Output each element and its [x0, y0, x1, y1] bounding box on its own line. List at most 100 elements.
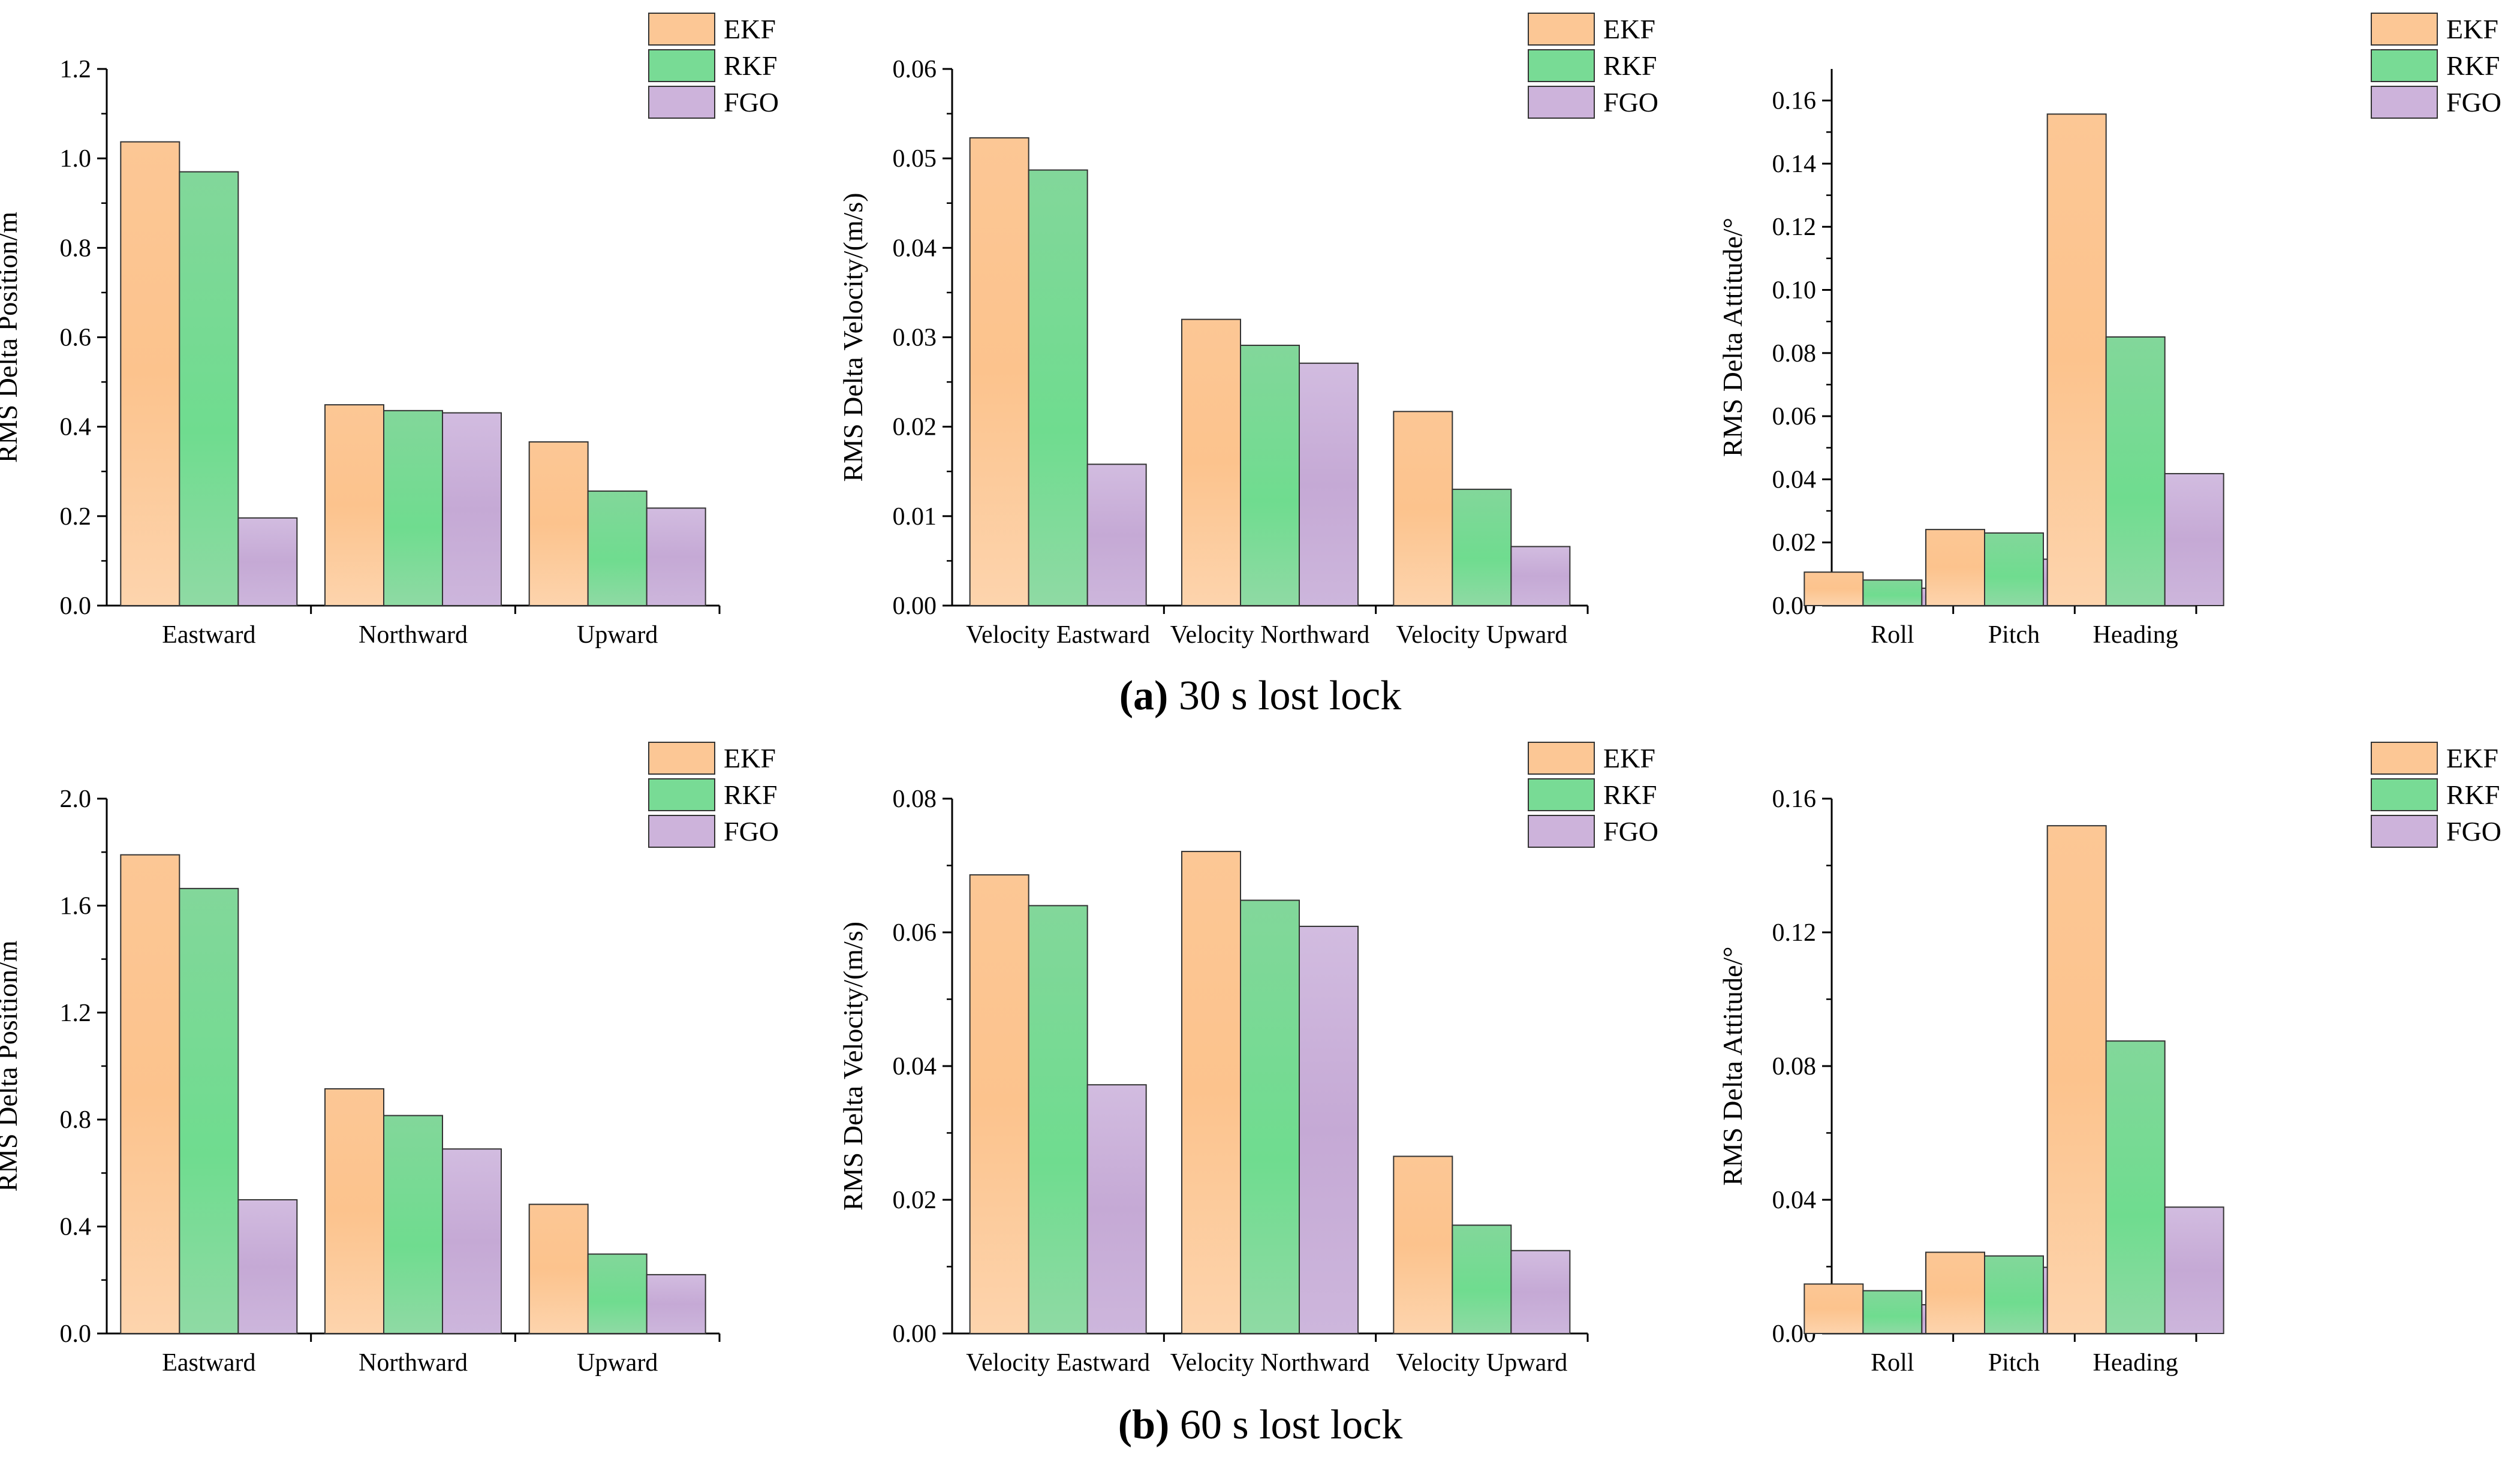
legend-label-rkf: RKF — [1603, 50, 1657, 81]
y-tick-label: 0.08 — [1772, 1053, 1817, 1080]
bar-rkf-upward — [587, 1253, 648, 1335]
legend-swatch-rkf — [1528, 778, 1595, 811]
legend-swatch-fgo — [2371, 815, 2438, 848]
y-tick-label: 0.8 — [60, 234, 92, 262]
legend-swatch-rkf — [1528, 49, 1595, 82]
bar-rkf-pitch — [1984, 1255, 2044, 1334]
legend-label-ekf: EKF — [724, 743, 776, 773]
y-tick-label: 0.08 — [1772, 340, 1817, 368]
caption-a: (a) 30 s lost lock — [1119, 673, 1402, 719]
y-tick-label: 2.0 — [60, 785, 92, 813]
legend: EKF RKF FGO — [2371, 742, 2501, 848]
bar-ekf-northward — [324, 404, 384, 607]
legend-swatch-rkf — [648, 778, 715, 811]
bar-ekf-upward — [528, 1203, 589, 1335]
bar-ekf-eastward — [120, 141, 180, 606]
y-tick-label: 0.0 — [60, 1320, 92, 1348]
legend: EKF RKF FGO — [1528, 13, 1658, 119]
y-tick-label: 0.6 — [60, 324, 92, 352]
legend-label-ekf: EKF — [2446, 14, 2498, 44]
y-tick-label: 0.00 — [893, 1320, 937, 1348]
y-axis-title: RMS Delta Position/m — [0, 940, 23, 1191]
bar-fgo-eastward — [237, 517, 298, 606]
x-tick-label: Northward — [359, 621, 468, 649]
y-tick-label: 0.04 — [1772, 1187, 1817, 1214]
bar-rkf-velocity-northward — [1240, 344, 1300, 606]
bar-rkf-upward — [587, 490, 648, 606]
y-tick-label: 0.02 — [1772, 529, 1817, 557]
bar-ekf-eastward — [120, 854, 180, 1335]
legend-swatch-ekf — [2371, 742, 2438, 775]
bar-fgo-northward — [442, 1148, 502, 1334]
x-tick-label: Pitch — [1988, 1349, 2040, 1377]
y-tick-label: 0.08 — [893, 785, 937, 813]
legend-label-ekf: EKF — [1603, 14, 1655, 44]
x-tick-label: Velocity Upward — [1396, 1349, 1567, 1377]
y-tick-label: 0.04 — [893, 1053, 937, 1080]
x-tick-label: Velocity Upward — [1396, 621, 1567, 649]
legend-label-rkf: RKF — [2446, 779, 2500, 810]
legend-label-ekf: EKF — [2446, 743, 2498, 773]
bar-fgo-eastward — [237, 1199, 298, 1334]
y-tick-label: 0.12 — [1772, 919, 1817, 947]
x-tick-label: Pitch — [1988, 621, 2040, 649]
legend-label-rkf: RKF — [724, 779, 777, 810]
bar-rkf-velocity-eastward — [1028, 169, 1088, 606]
legend: EKF RKF FGO — [648, 742, 779, 848]
x-tick-label: Velocity Northward — [1170, 621, 1369, 649]
legend-swatch-fgo — [648, 815, 715, 848]
bar-rkf-roll — [1862, 1290, 1923, 1334]
bar-fgo-velocity-eastward — [1086, 463, 1147, 606]
bar-fgo-velocity-upward — [1510, 1250, 1571, 1334]
legend-label-fgo: FGO — [724, 87, 779, 118]
legend-swatch-ekf — [648, 742, 715, 775]
x-tick-label: Eastward — [162, 621, 255, 649]
legend-label-fgo: FGO — [1603, 816, 1658, 847]
bar-ekf-velocity-eastward — [969, 137, 1029, 606]
legend-label-fgo: FGO — [1603, 87, 1658, 118]
legend-swatch-ekf — [648, 13, 715, 46]
bar-rkf-heading — [2105, 1040, 2166, 1334]
legend-label-rkf: RKF — [724, 50, 777, 81]
legend: EKF RKF FGO — [648, 13, 779, 119]
y-tick-label: 0.16 — [1772, 785, 1817, 813]
bar-fgo-velocity-eastward — [1086, 1084, 1147, 1334]
bar-rkf-velocity-northward — [1240, 899, 1300, 1334]
bar-ekf-velocity-northward — [1181, 318, 1241, 607]
chart-a-attitude: 0.000.020.040.060.080.100.120.140.16RMS … — [1717, 13, 2501, 649]
chart-a-position: 0.0 0.2 0.4 0.6 0.8 1.0 1.2 RMS Delta Position/… — [0, 13, 779, 649]
bar-rkf-pitch — [1984, 532, 2044, 606]
bar-ekf-velocity-upward — [1393, 1155, 1453, 1335]
bar-rkf-velocity-upward — [1452, 1224, 1512, 1334]
y-tick-label: 0.14 — [1772, 150, 1817, 178]
y-axis-title: RMS Delta Velocity/(m/s) — [838, 922, 868, 1211]
bar-ekf-pitch — [1925, 1251, 1985, 1335]
legend-swatch-rkf — [2371, 778, 2438, 811]
bar-ekf-velocity-upward — [1393, 411, 1453, 607]
bar-fgo-heading — [2164, 1206, 2224, 1335]
legend-label-rkf: RKF — [2446, 50, 2500, 81]
y-tick-label: 0.8 — [60, 1106, 92, 1134]
bar-rkf-velocity-eastward — [1028, 905, 1088, 1334]
bar-ekf-heading — [2046, 825, 2107, 1334]
y-tick-label: 0.4 — [60, 414, 92, 441]
bar-fgo-velocity-northward — [1299, 925, 1359, 1334]
legend-swatch-fgo — [1528, 815, 1595, 848]
legend-swatch-rkf — [2371, 49, 2438, 82]
bar-fgo-heading — [2164, 472, 2224, 607]
x-tick-label: Heading — [2093, 621, 2178, 649]
legend-label-ekf: EKF — [1603, 743, 1655, 773]
legend-swatch-ekf — [2371, 13, 2438, 46]
y-tick-label: 0.02 — [893, 1187, 937, 1214]
legend-swatch-ekf — [1528, 742, 1595, 775]
bar-ekf-roll — [1804, 571, 1864, 606]
legend-swatch-fgo — [2371, 86, 2438, 119]
bar-fgo-upward — [646, 507, 706, 606]
legend-swatch-ekf — [1528, 13, 1595, 46]
y-tick-label: 0.10 — [1772, 277, 1817, 305]
x-tick-label: Velocity Northward — [1170, 1349, 1369, 1377]
caption-b-letter: (b) — [1118, 1402, 1170, 1448]
y-tick-label: 1.0 — [60, 145, 92, 173]
bar-rkf-eastward — [179, 887, 239, 1334]
